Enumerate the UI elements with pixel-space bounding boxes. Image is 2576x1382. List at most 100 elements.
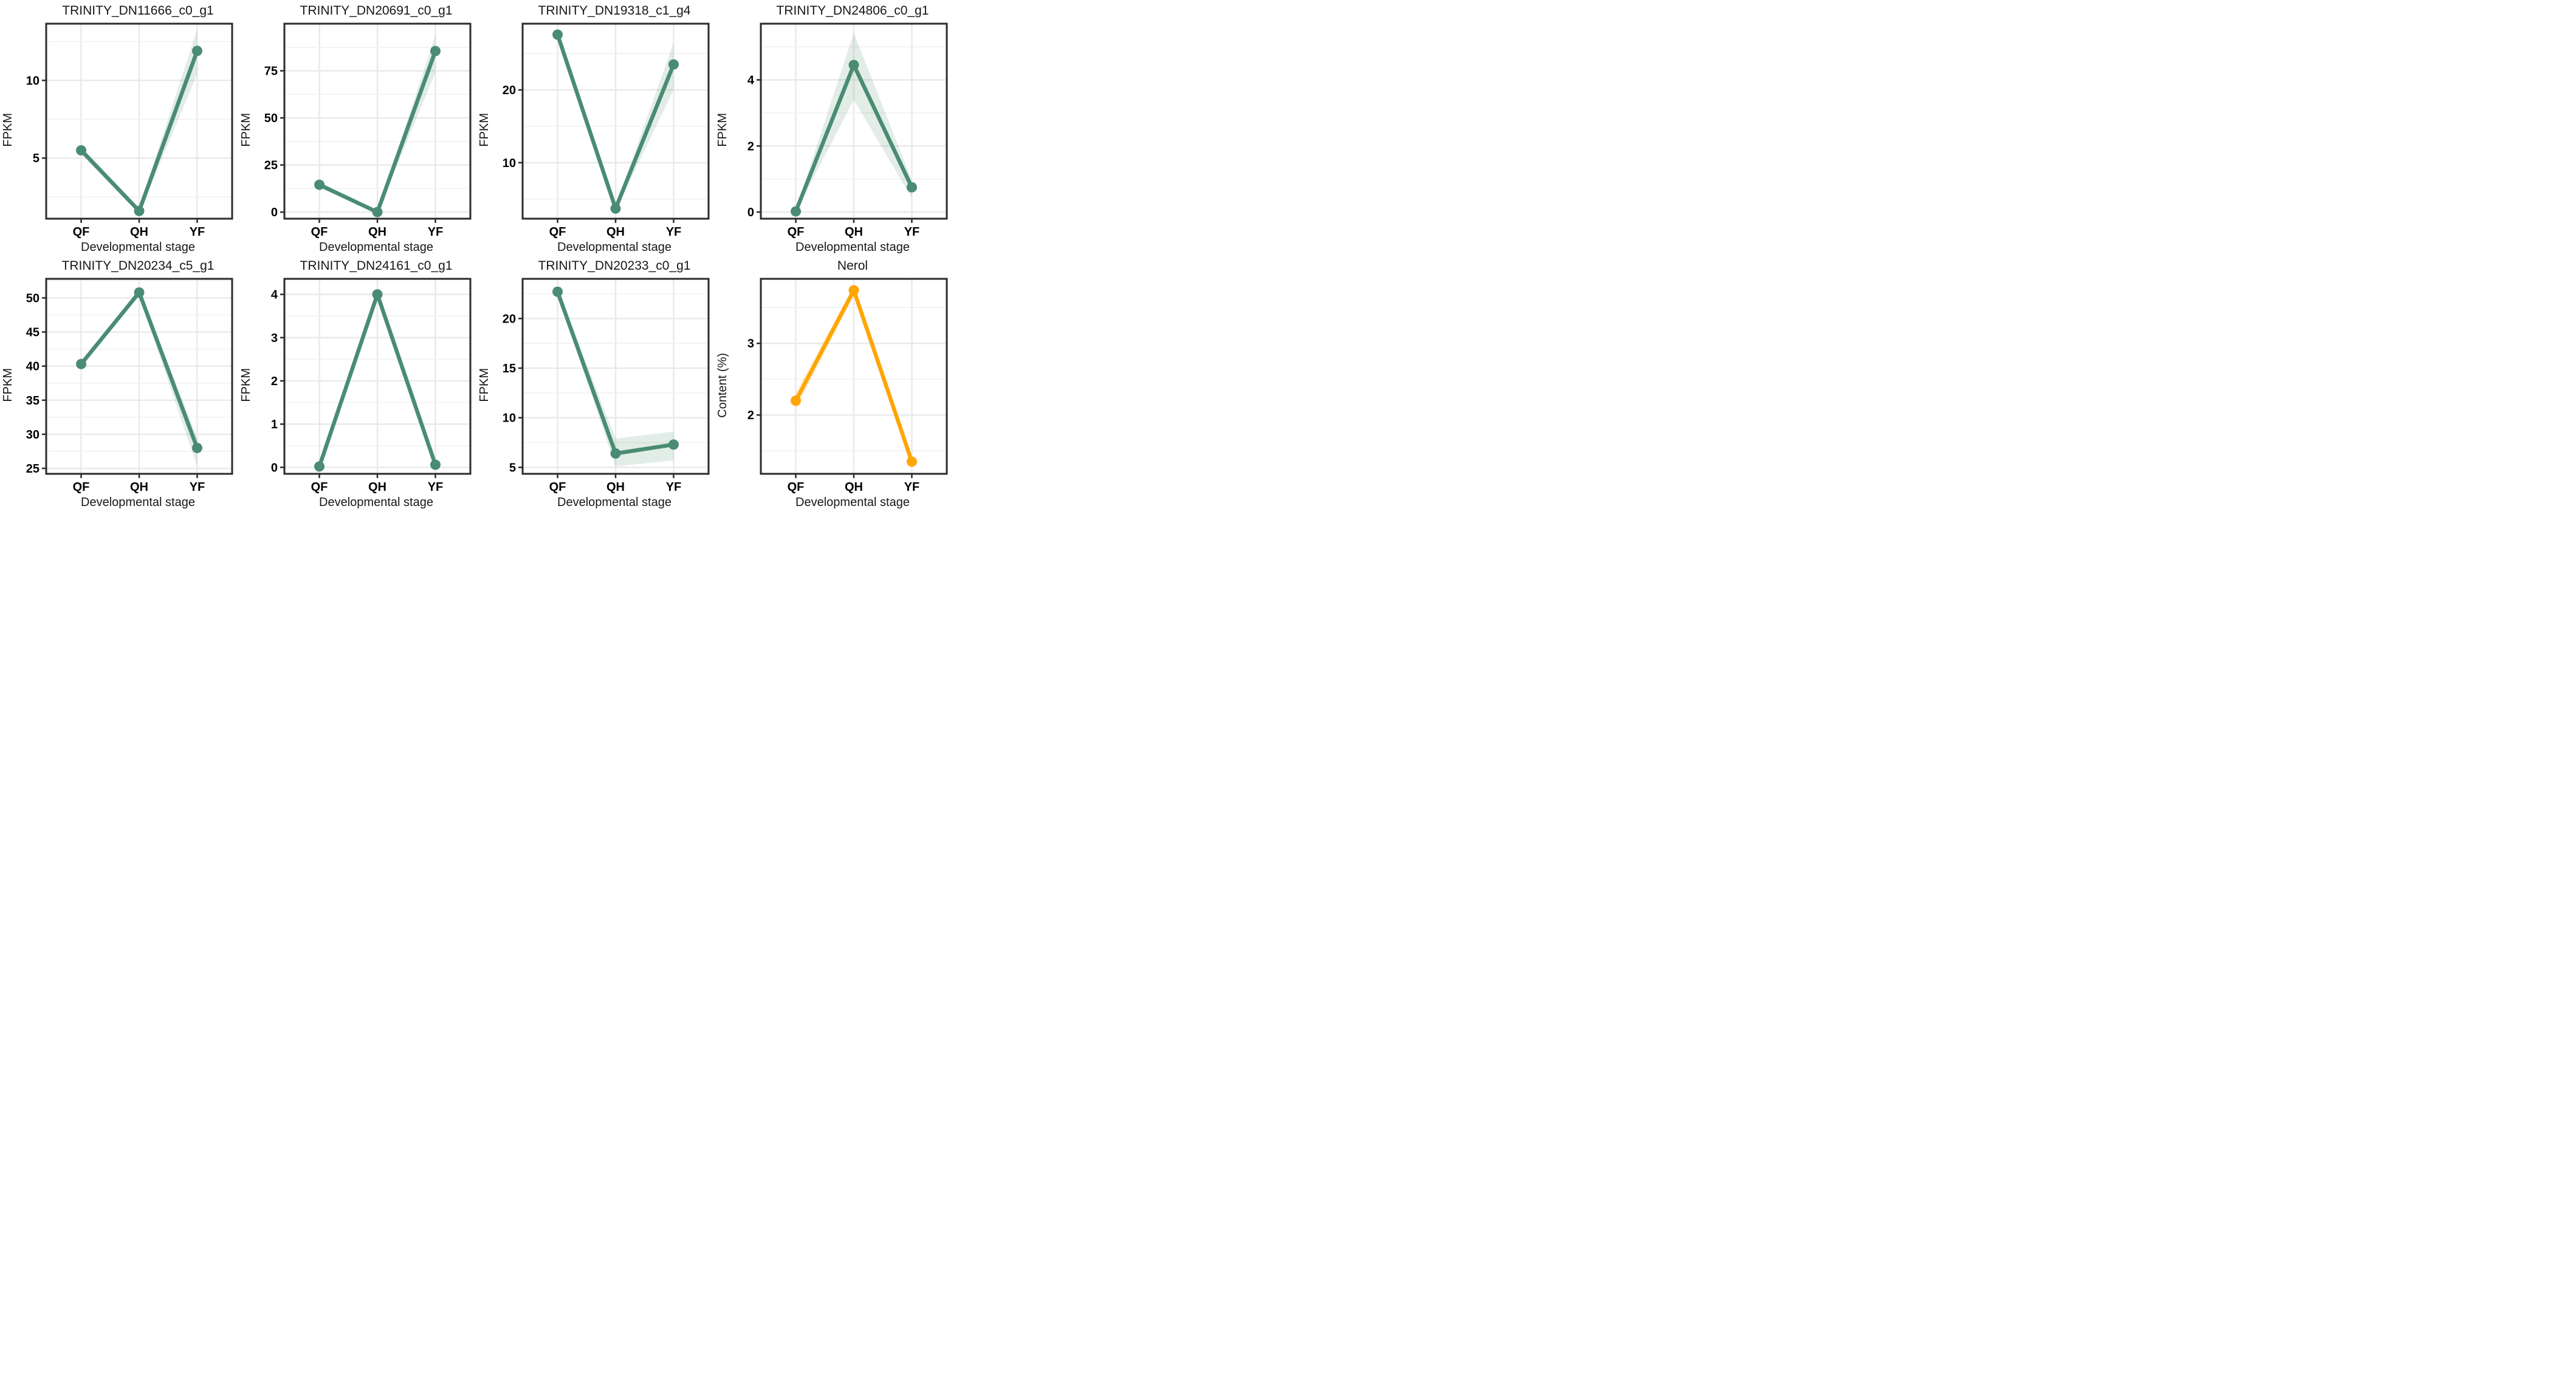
x-axis-title: Developmental stage [795, 241, 910, 254]
confidence-ribbon [81, 29, 197, 214]
x-tick-label: QF [311, 481, 328, 494]
x-tick-label: QF [73, 481, 90, 494]
x-tick-label: QH [606, 481, 625, 494]
y-tick-label: 5 [33, 152, 39, 165]
x-tick-label: YF [666, 225, 682, 239]
data-point [906, 182, 917, 193]
y-tick-label: 10 [26, 74, 39, 87]
x-tick-label: QF [311, 225, 328, 239]
panel-trinity-dn24806-c0-g1: TRINITY_DN24806_c0_g1 FPKM 0 2 4 QF QH YF Dev… [715, 1, 953, 256]
panel-title: TRINITY_DN20691_c0_g1 [300, 4, 453, 18]
plot-area: 5 10 QF QH YF [26, 22, 233, 239]
confidence-ribbon [557, 289, 674, 467]
x-tick-label: YF [428, 481, 444, 494]
y-tick-label: 20 [503, 84, 516, 97]
data-point [791, 206, 802, 217]
y-axis-title: FPKM [239, 113, 253, 147]
data-point [191, 442, 202, 453]
x-axis-title: Developmental stage [319, 496, 433, 509]
data-point [668, 59, 679, 70]
x-tick-label: QF [549, 225, 566, 239]
x-axis-title: Developmental stage [81, 241, 195, 254]
y-tick-label: 3 [747, 337, 754, 351]
data-point [191, 46, 202, 56]
x-tick-label: QH [130, 225, 148, 239]
plot-area: 2 3 QF QH YF [747, 278, 948, 494]
y-axis-title: FPKM [715, 113, 729, 147]
y-tick-label: 25 [26, 462, 39, 476]
plot-area: 5 10 15 20 QF QH YF [503, 278, 710, 494]
data-point [610, 448, 621, 459]
x-tick-label: YF [428, 225, 444, 239]
data-point [76, 358, 87, 369]
data-point [134, 205, 145, 216]
panel-trinity-dn11666-c0-g1: TRINITY_DN11666_c0_g1 FPKM 5 10 QF QH YF Dev… [0, 1, 238, 256]
panel-trinity-dn19318-c1-g4: TRINITY_DN19318_c1_g4 FPKM 10 20 QF QH YF De… [476, 1, 715, 256]
confidence-ribbon [319, 35, 436, 213]
panel-body: FPKM 25 30 35 40 45 50 QF QH YF [0, 275, 238, 496]
panel-trinity-dn20234-c5-g1: TRINITY_DN20234_c5_g1 FPKM 25 30 35 40 45 50 Q… [0, 256, 238, 511]
panel-title: TRINITY_DN24161_c0_g1 [300, 259, 453, 273]
x-tick-label: QH [130, 481, 148, 494]
y-tick-label: 25 [264, 159, 278, 173]
x-tick-label: YF [666, 481, 682, 494]
data-point [76, 145, 87, 156]
y-tick-label: 2 [747, 409, 754, 422]
x-tick-label: YF [904, 481, 920, 494]
y-tick-label: 10 [503, 412, 516, 425]
data-point [610, 203, 621, 214]
x-tick-label: QF [73, 225, 90, 239]
panel-body: FPKM 5 10 QF QH YF [0, 19, 238, 241]
panel-body: FPKM 10 20 QF QH YF [476, 19, 715, 241]
data-point [552, 29, 563, 40]
y-tick-label: 0 [271, 461, 278, 474]
y-tick-label: 50 [26, 292, 39, 305]
x-tick-label: YF [904, 225, 920, 239]
x-axis-title: Developmental stage [81, 496, 195, 509]
data-point [791, 395, 802, 406]
data-point [372, 207, 383, 217]
x-tick-label: QH [368, 481, 386, 494]
y-tick-label: 2 [271, 375, 278, 388]
y-axis-title: Content (%) [715, 352, 729, 418]
x-tick-label: YF [190, 481, 205, 494]
y-axis-title: FPKM [1, 113, 15, 147]
y-tick-label: 15 [503, 362, 516, 375]
y-tick-label: 40 [26, 360, 39, 374]
data-point [848, 285, 859, 296]
plot-area: 0 25 50 75 QF QH YF [264, 22, 472, 239]
x-axis-title: Developmental stage [557, 241, 671, 254]
y-axis-title: FPKM [239, 368, 253, 402]
x-tick-label: QF [788, 481, 805, 494]
panel-trinity-dn24161-c0-g1: TRINITY_DN24161_c0_g1 FPKM 0 1 2 3 4 QF QH YF D… [238, 256, 476, 511]
y-tick-label: 50 [264, 112, 278, 125]
data-point [848, 60, 859, 70]
plot-area: 0 2 4 QF QH YF [747, 22, 948, 239]
panel-body: FPKM 0 1 2 3 4 QF QH YF [238, 275, 476, 496]
data-point [372, 289, 383, 300]
plot-area: 25 30 35 40 45 50 QF QH YF [26, 278, 233, 494]
y-tick-label: 1 [271, 418, 278, 431]
x-tick-label: YF [190, 225, 205, 239]
y-tick-label: 20 [503, 312, 516, 326]
y-tick-label: 10 [503, 157, 516, 170]
y-tick-label: 30 [26, 428, 39, 442]
panel-body: FPKM 0 2 4 QF QH YF [715, 19, 953, 241]
panel-title: TRINITY_DN20233_c0_g1 [538, 259, 691, 273]
y-axis-title: FPKM [477, 113, 491, 147]
plot-area: 10 20 QF QH YF [503, 22, 710, 239]
x-tick-label: QH [606, 225, 625, 239]
plot-area: 0 1 2 3 4 QF QH YF [271, 278, 472, 494]
data-point [668, 439, 679, 450]
panel-nerol: Nerol Content (%) 2 3 QF QH YF Developmental… [715, 256, 953, 511]
data-point [314, 461, 325, 472]
y-tick-label: 4 [747, 74, 755, 87]
x-axis-title: Developmental stage [795, 496, 910, 509]
panel-body: Content (%) 2 3 QF QH YF [715, 275, 953, 496]
y-tick-label: 5 [509, 461, 516, 474]
y-tick-label: 4 [271, 289, 278, 302]
x-tick-label: QF [549, 481, 566, 494]
panel-trinity-dn20233-c0-g1: TRINITY_DN20233_c0_g1 FPKM 5 10 15 20 QF QH YF… [476, 256, 715, 511]
data-point [906, 456, 917, 467]
y-tick-label: 75 [264, 65, 278, 78]
